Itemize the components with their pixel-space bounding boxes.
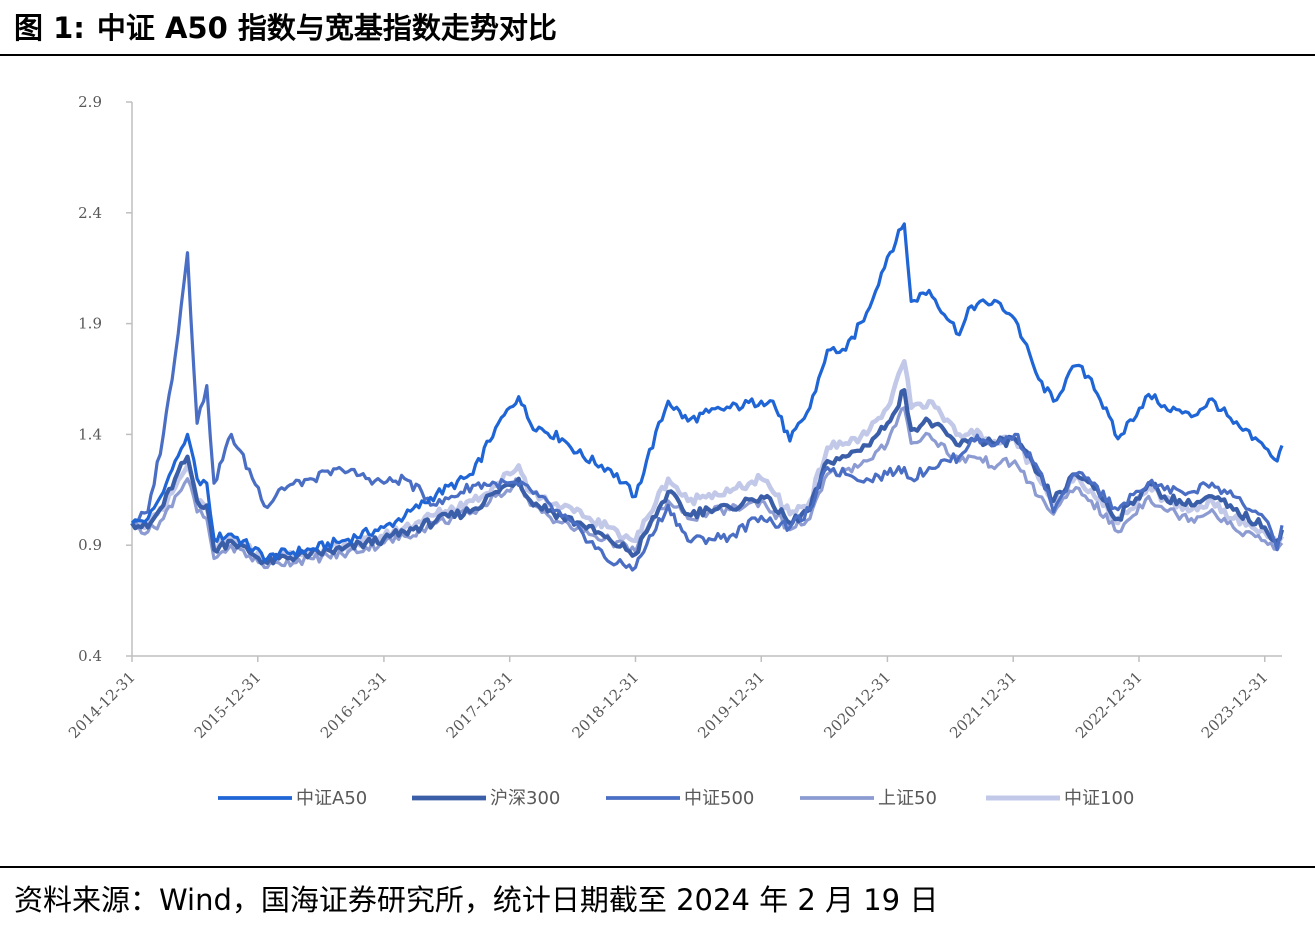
figure-number: 图 1: bbox=[14, 11, 85, 45]
x-tick-label: 2014-12-31 bbox=[65, 668, 139, 742]
source-note: 资料来源：Wind，国海证券研究所，统计日期截至 2024 年 2 月 19 日 bbox=[14, 883, 939, 917]
legend-label: 中证500 bbox=[684, 788, 754, 809]
x-tick-label: 2020-12-31 bbox=[820, 668, 894, 742]
legend-label: 上证50 bbox=[878, 788, 937, 809]
title-rule bbox=[0, 54, 1315, 56]
x-tick-label: 2018-12-31 bbox=[568, 668, 642, 742]
legend-label: 中证100 bbox=[1064, 788, 1134, 809]
y-axis: 0.4 0.9 1.4 1.9 2.4 2.9 bbox=[78, 93, 133, 665]
figure-title-text: 中证 A50 指数与宽基指数走势对比 bbox=[96, 11, 557, 45]
x-axis: 2014-12-31 2015-12-31 2016-12-31 2017-12-31… bbox=[65, 655, 1282, 742]
series-line-4 bbox=[130, 358, 1285, 566]
x-tick-label: 2019-12-31 bbox=[694, 668, 768, 742]
x-tick-label: 2023-12-31 bbox=[1198, 668, 1272, 742]
y-tick-label: 0.4 bbox=[78, 647, 102, 665]
legend-label: 中证A50 bbox=[296, 788, 367, 809]
series-lines bbox=[130, 222, 1285, 572]
y-tick-label: 2.9 bbox=[78, 93, 102, 111]
series-line-0 bbox=[130, 222, 1284, 563]
line-chart: 0.40.91.41.92.42.9 2014-12-31 2015-12-31 2… bbox=[65, 93, 1285, 809]
series-line-2 bbox=[131, 251, 1284, 572]
figure-title: 图 1: 中证 A50 指数与宽基指数走势对比 bbox=[14, 8, 557, 48]
y-tick-label: 1.4 bbox=[78, 425, 102, 443]
y-tick-label: 0.9 bbox=[78, 536, 102, 554]
x-tick-label: 2021-12-31 bbox=[946, 668, 1020, 742]
y-tick-label: 2.4 bbox=[78, 204, 102, 222]
source-rule bbox=[0, 866, 1315, 868]
y-tick-label: 1.9 bbox=[78, 315, 102, 333]
x-tick-label: 2015-12-31 bbox=[191, 668, 265, 742]
legend-label: 沪深300 bbox=[490, 788, 560, 809]
x-tick-label: 2017-12-31 bbox=[443, 668, 517, 742]
x-tick-label: 2016-12-31 bbox=[317, 668, 391, 742]
legend: 中证A50 沪深300 中证500 上证50 中证100 bbox=[218, 788, 1134, 809]
x-tick-label: 2022-12-31 bbox=[1072, 668, 1146, 742]
